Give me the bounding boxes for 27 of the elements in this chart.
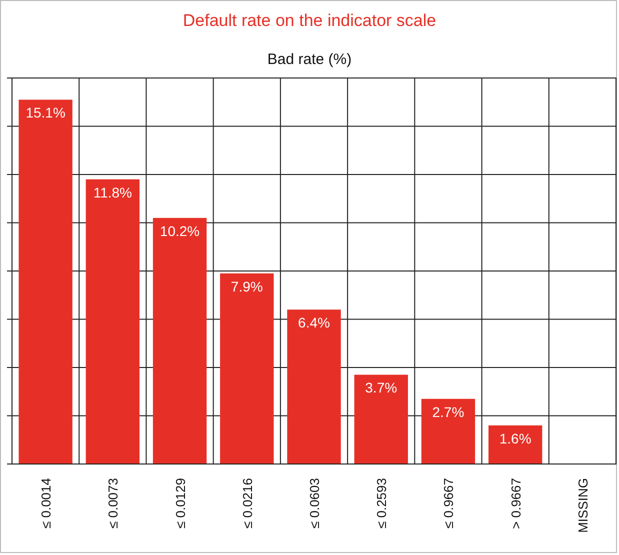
x-tick-label: > 0.9667 <box>508 478 524 529</box>
bar <box>220 273 274 464</box>
bar <box>354 374 408 464</box>
x-tick-label: ≤ 0.0216 <box>240 478 255 529</box>
x-tick-label: ≤ 0.0073 <box>106 478 121 529</box>
data-label: 10.2% <box>160 222 200 239</box>
data-label: 2.7% <box>432 404 464 420</box>
bar <box>18 100 72 464</box>
x-tick-label: ≤ 0.2593 <box>374 478 390 529</box>
x-tick-label: MISSING <box>575 478 590 533</box>
data-label: 6.4% <box>298 314 330 331</box>
data-label: 7.9% <box>230 278 263 294</box>
bar <box>488 425 542 464</box>
x-tick-label: ≤ 0.0603 <box>307 478 322 529</box>
data-label: 15.1% <box>26 104 66 121</box>
data-label: 3.7% <box>365 380 398 396</box>
chart-title: Default rate on the indicator scale <box>182 11 436 30</box>
x-tick-label: ≤ 0.0129 <box>172 478 188 529</box>
data-label: 1.6% <box>499 430 532 446</box>
x-tick-label: ≤ 0.9667 <box>441 478 456 529</box>
data-label: 11.8% <box>93 184 132 200</box>
bar <box>287 310 341 464</box>
bar <box>86 179 140 464</box>
bar <box>421 398 476 464</box>
x-tick-label: ≤ 0.0014 <box>38 478 54 529</box>
chart-subtitle: Bad rate (%) <box>267 51 352 68</box>
bar <box>152 218 207 464</box>
